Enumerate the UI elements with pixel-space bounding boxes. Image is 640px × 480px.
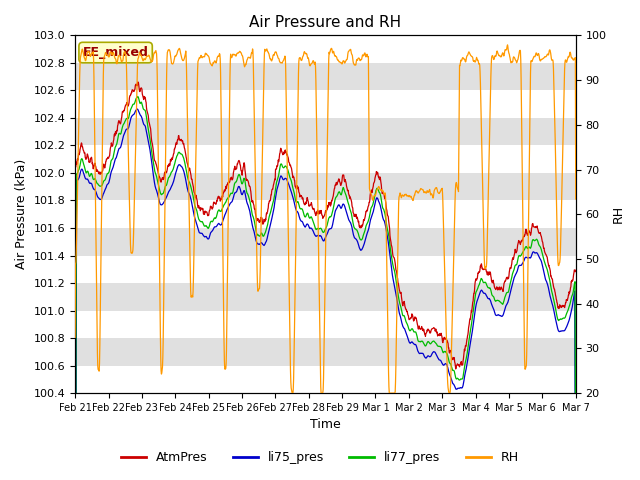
Y-axis label: RH: RH [612, 205, 625, 223]
Text: EE_mixed: EE_mixed [83, 46, 148, 59]
X-axis label: Time: Time [310, 419, 341, 432]
Bar [75, 118, 576, 145]
Legend: AtmPres, li75_pres, li77_pres, RH: AtmPres, li75_pres, li77_pres, RH [116, 446, 524, 469]
Bar [75, 228, 576, 255]
Bar [75, 311, 576, 338]
Bar [75, 90, 576, 118]
Y-axis label: Air Pressure (kPa): Air Pressure (kPa) [15, 159, 28, 269]
Bar [75, 338, 576, 366]
Bar [75, 255, 576, 283]
Bar [75, 283, 576, 311]
Bar [75, 201, 576, 228]
Bar [75, 145, 576, 173]
Bar [75, 63, 576, 90]
Bar [75, 173, 576, 201]
Bar [75, 36, 576, 63]
Bar [75, 366, 576, 393]
Title: Air Pressure and RH: Air Pressure and RH [250, 15, 401, 30]
